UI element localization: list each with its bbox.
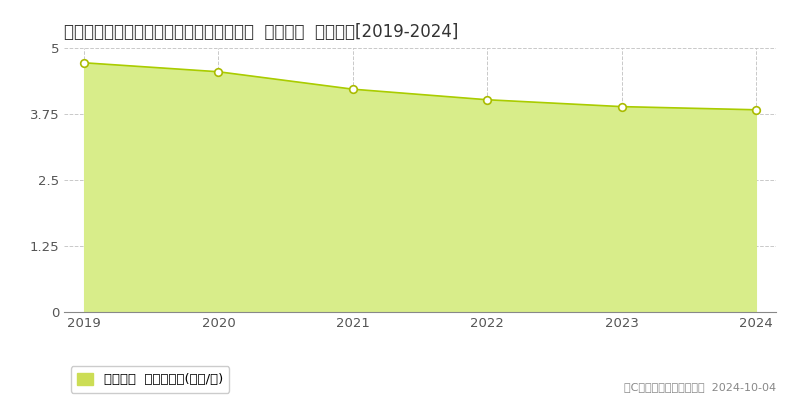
Legend: 基準地価  平均坪単価(万円/坪): 基準地価 平均坪単価(万円/坪)	[70, 366, 230, 393]
Point	[750, 106, 762, 113]
Point	[615, 104, 628, 110]
Text: 奈良県吉野郡大淀町大字越部１８７番２外  基準地価  地価推移[2019-2024]: 奈良県吉野郡大淀町大字越部１８７番２外 基準地価 地価推移[2019-2024]	[64, 23, 458, 41]
Point	[346, 86, 359, 92]
Point	[78, 60, 90, 66]
Text: （C）土地価格ドットコム  2024-10-04: （C）土地価格ドットコム 2024-10-04	[624, 382, 776, 392]
Point	[212, 68, 225, 75]
Point	[481, 96, 494, 103]
